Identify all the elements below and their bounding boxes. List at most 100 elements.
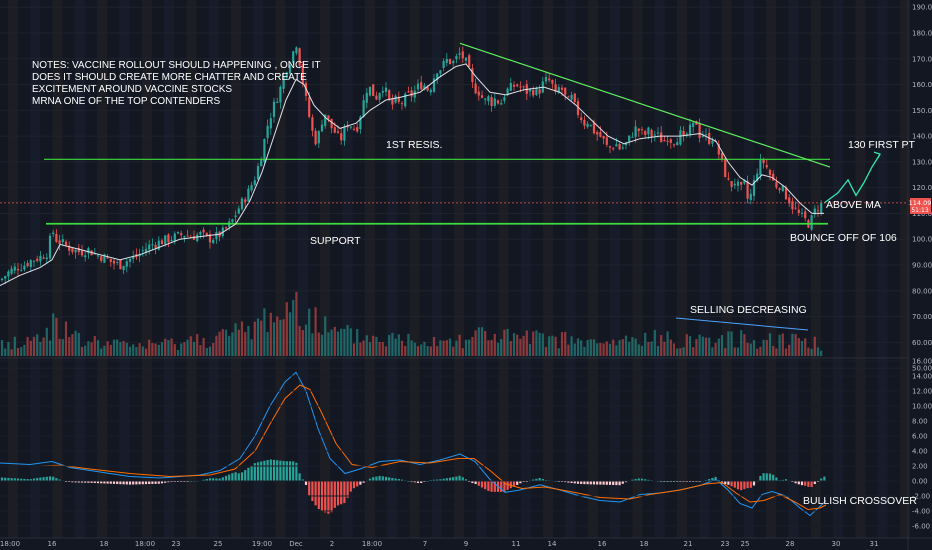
candle-down [327, 115, 330, 120]
candle-up [359, 116, 362, 130]
candle-up [688, 124, 692, 135]
candle-up [253, 180, 256, 185]
volume-bar [64, 321, 68, 356]
volume-bar [340, 328, 343, 356]
candle-up [647, 127, 650, 135]
macd-histogram-bar [247, 467, 250, 481]
macd-histogram-bar [544, 479, 548, 481]
candle-up [87, 248, 90, 254]
time-tick: 18:00 [362, 540, 382, 548]
volume-bar [295, 291, 298, 356]
time-tick: 18:00 [0, 540, 20, 548]
macd-histogram-bar [621, 481, 624, 484]
macd-histogram-bar [39, 477, 42, 481]
macd-histogram-bar [452, 477, 455, 481]
macd-histogram-bar [240, 472, 244, 481]
volume-bar [276, 316, 279, 356]
candle-up [756, 173, 759, 181]
macd-histogram-bar [490, 481, 493, 492]
volume-bar [736, 347, 740, 356]
volume-bar [359, 342, 362, 356]
candle-up [432, 78, 436, 92]
session-band [877, 0, 888, 538]
macd-histogram-bar [160, 481, 164, 484]
candle-up [52, 232, 55, 235]
candle-down [333, 127, 336, 133]
volume-bar [279, 319, 282, 356]
candle-up [509, 83, 512, 91]
volume-bar [372, 335, 375, 356]
volume-bar [218, 331, 221, 356]
volume-bar [666, 331, 669, 356]
volume-bar [4, 348, 7, 356]
macd-histogram-bar [800, 481, 804, 486]
macd-histogram-bar [224, 475, 228, 481]
candle-up [653, 134, 656, 136]
volume-bar [564, 331, 567, 356]
price-tick: 120.00 [912, 184, 932, 192]
candle-up [13, 266, 16, 271]
volume-bar [112, 339, 116, 356]
volume-bar [580, 340, 583, 356]
volume-bar [138, 343, 141, 356]
candle-down [672, 144, 676, 146]
price-tick: 80.00 [912, 287, 932, 295]
candle-up [365, 92, 368, 103]
candle-down [330, 118, 333, 129]
notes-annotation: NOTES: VACCINE ROLLOUT SHOULD HAPPENING … [32, 60, 321, 107]
macd-histogram-bar [20, 478, 23, 481]
candle-down [602, 135, 605, 139]
session-band [900, 0, 910, 538]
macd-histogram-bar [608, 481, 612, 485]
macd-tick: -2.00 [912, 493, 930, 501]
macd-histogram-bar [349, 481, 352, 492]
candle-down [516, 84, 519, 87]
volume-bar [32, 336, 36, 356]
macd-histogram-bar [640, 478, 644, 481]
volume-bar [807, 347, 810, 356]
volume-bar [471, 336, 474, 356]
candle-down [768, 169, 772, 175]
candle-up [445, 58, 448, 63]
candle-down [352, 128, 356, 130]
macd-histogram-bar [93, 481, 96, 484]
macd-histogram-bar [4, 477, 7, 481]
volume-bar [164, 338, 167, 356]
session-band [855, 0, 866, 538]
candle-down [816, 210, 820, 212]
volume-bar [320, 334, 324, 356]
volume-bar [407, 333, 410, 356]
candle-down [68, 245, 71, 251]
candle-up [810, 215, 813, 230]
macd-histogram-bar [420, 481, 423, 484]
volume-bar [234, 323, 237, 356]
candle-up [260, 159, 263, 167]
volume-bar [560, 332, 564, 356]
candle-up [0, 278, 4, 281]
macd-histogram-bar [416, 481, 420, 483]
volume-bar [317, 332, 320, 356]
volume-bar [788, 344, 791, 356]
macd-histogram-bar [266, 459, 269, 481]
macd-histogram-bar [596, 481, 599, 485]
volume-bar [762, 339, 765, 356]
candle-down [154, 244, 157, 248]
volume-bar [253, 321, 256, 356]
macd-histogram-bar [727, 481, 730, 485]
candle-up [157, 240, 160, 250]
macd-histogram-bar [103, 481, 106, 484]
volume-bar [698, 334, 701, 356]
volume-bar [180, 343, 183, 356]
candle-up [656, 132, 660, 134]
macd-histogram-bar [106, 481, 109, 484]
macd-histogram-bar [784, 479, 788, 481]
candle-up [96, 255, 100, 257]
candle-down [740, 181, 743, 185]
volume-bar [167, 340, 170, 356]
session-band [743, 0, 754, 538]
macd-histogram-bar [45, 476, 48, 481]
session-band [810, 0, 821, 538]
volume-bar [663, 341, 666, 356]
macd-histogram-bar [532, 479, 535, 481]
